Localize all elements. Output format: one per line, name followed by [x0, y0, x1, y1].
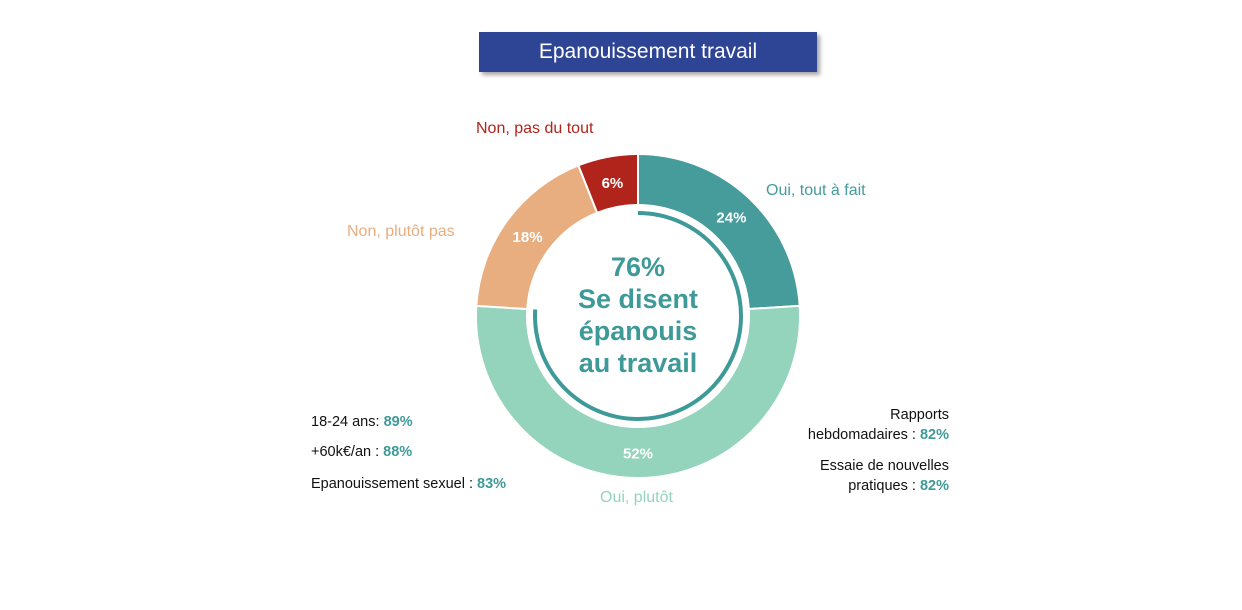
slice-data-label: 52%	[623, 446, 653, 463]
center-arc	[533, 211, 743, 421]
center-line-2: épanouis	[579, 316, 698, 346]
center-line-3: au travail	[579, 348, 698, 378]
legend-label-oui-plutot: Oui, plutôt	[600, 489, 673, 506]
center-line-1: Se disent	[578, 284, 698, 314]
note-epanouissement-sexuel: Epanouissement sexuel : 83%	[311, 476, 507, 492]
legend-label-non-plutot-pas: Non, plutôt pas	[347, 223, 455, 240]
slice-data-label: 24%	[716, 209, 746, 226]
legend-label-non-pas-du-tout: Non, pas du tout	[476, 120, 594, 137]
donut-slice	[475, 304, 801, 480]
donut-slice	[577, 152, 639, 215]
chart-title: Epanouissement travail	[479, 32, 817, 72]
note-18-24: 18-24 ans: 89%	[311, 414, 413, 430]
slice-data-label: 18%	[513, 229, 543, 246]
note-rapports: Rapports hebdomadaires : 82%	[807, 407, 949, 443]
center-value: 76%	[611, 252, 665, 282]
note-60k: +60k€/an : 88%	[311, 444, 413, 460]
slice-data-label: 6%	[602, 175, 624, 192]
note-nouvelles-pratiques: Essaie de nouvelles pratiques : 82%	[820, 458, 949, 494]
legend-label-oui-tout-a-fait: Oui, tout à fait	[766, 182, 866, 199]
